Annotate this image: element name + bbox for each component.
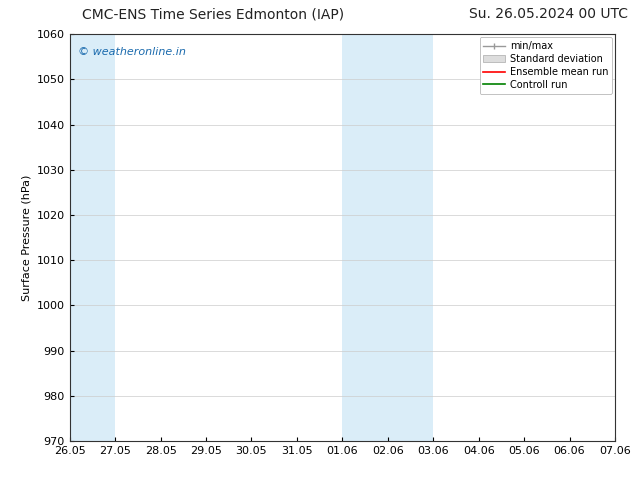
Text: © weatheronline.in: © weatheronline.in <box>78 47 186 56</box>
Bar <box>70 34 115 441</box>
Text: Su. 26.05.2024 00 UTC: Su. 26.05.2024 00 UTC <box>469 7 628 22</box>
Legend: min/max, Standard deviation, Ensemble mean run, Controll run: min/max, Standard deviation, Ensemble me… <box>479 37 612 94</box>
Bar <box>388 34 433 441</box>
Bar <box>342 34 388 441</box>
Text: CMC-ENS Time Series Edmonton (IAP): CMC-ENS Time Series Edmonton (IAP) <box>82 7 344 22</box>
Y-axis label: Surface Pressure (hPa): Surface Pressure (hPa) <box>21 174 31 301</box>
